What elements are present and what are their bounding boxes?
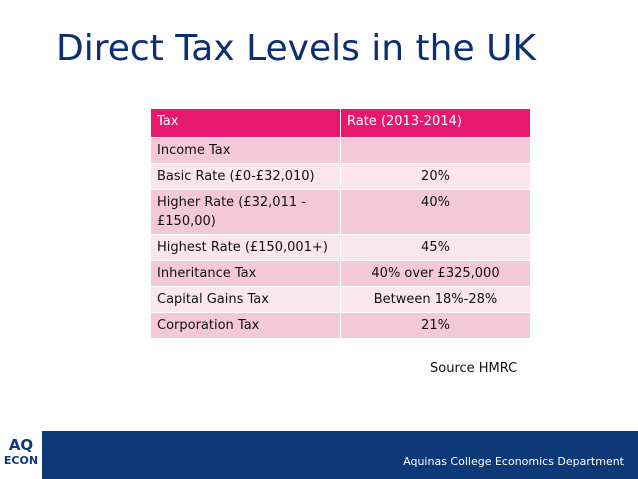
tax-rate-cell	[340, 137, 531, 164]
tax-name-cell: Higher Rate (£32,011 - £150,00)	[150, 189, 341, 235]
footer-bar	[0, 431, 638, 479]
table-row: Capital Gains Tax Between 18%-28%	[150, 286, 531, 313]
tax-name-cell: Income Tax	[150, 137, 341, 164]
tax-rates-table: Tax Rate (2013-2014) Income Tax Basic Ra…	[150, 108, 531, 339]
footer-department-label: Aquinas College Economics Department	[403, 455, 624, 468]
table-row: Corporation Tax 21%	[150, 312, 531, 339]
tax-rate-cell: 45%	[340, 234, 531, 261]
tax-rate-cell: Between 18%-28%	[340, 286, 531, 313]
aq-econ-logo: AQ ECON	[0, 431, 42, 479]
column-header-tax: Tax	[150, 108, 341, 138]
tax-name-cell: Highest Rate (£150,001+)	[150, 234, 341, 261]
tax-name-cell: Basic Rate (£0-£32,010)	[150, 163, 341, 190]
logo-line-aq: AQ	[8, 436, 34, 454]
table-row: Inheritance Tax 40% over £325,000	[150, 260, 531, 287]
tax-name-cell: Capital Gains Tax	[150, 286, 341, 313]
logo-line-econ: ECON	[3, 454, 39, 467]
table-row: Income Tax	[150, 137, 531, 164]
source-note: Source HMRC	[430, 361, 518, 376]
tax-rate-cell: 40% over £325,000	[340, 260, 531, 287]
slide-title: Direct Tax Levels in the UK	[56, 28, 537, 69]
table-row: Higher Rate (£32,011 - £150,00) 40%	[150, 189, 531, 235]
table-row: Basic Rate (£0-£32,010) 20%	[150, 163, 531, 190]
column-header-rate: Rate (2013-2014)	[340, 108, 531, 138]
table-row: Highest Rate (£150,001+) 45%	[150, 234, 531, 261]
tax-rate-cell: 20%	[340, 163, 531, 190]
tax-rate-cell: 40%	[340, 189, 531, 235]
tax-rate-cell: 21%	[340, 312, 531, 339]
tax-name-cell: Inheritance Tax	[150, 260, 341, 287]
table-header-row: Tax Rate (2013-2014)	[150, 108, 531, 138]
tax-name-cell: Corporation Tax	[150, 312, 341, 339]
